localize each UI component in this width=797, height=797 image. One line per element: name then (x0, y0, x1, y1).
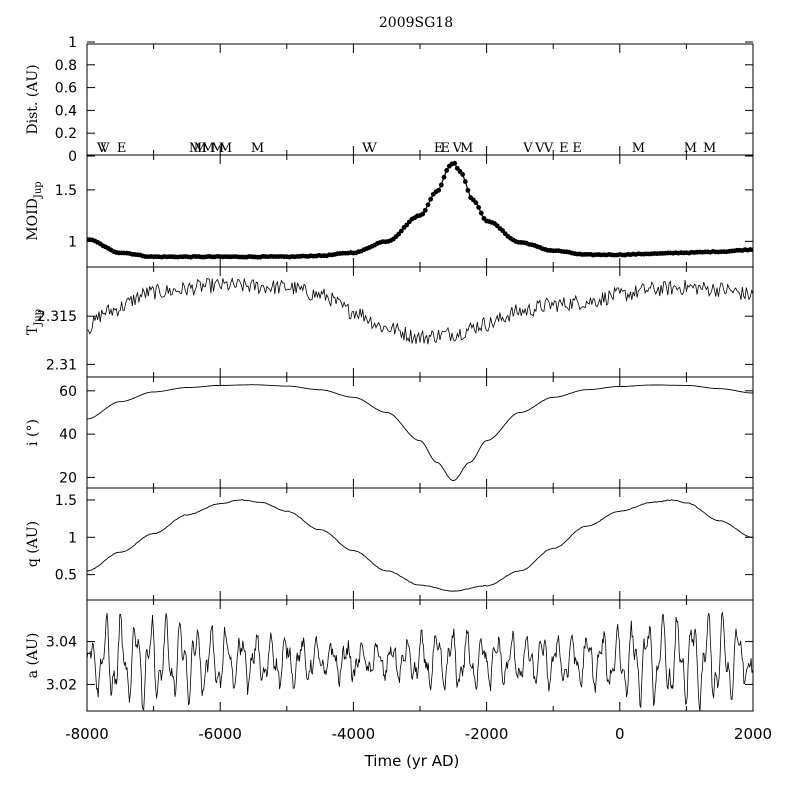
y-axis-label: i (°) (25, 419, 41, 446)
panel-a: 3.02 3.04 a (AU) (25, 599, 754, 712)
encounter-marker: M (632, 141, 645, 156)
moid-point (473, 200, 479, 206)
y-tick-label: 0.2 (55, 126, 77, 142)
y-tick-label: 2.31 (46, 357, 77, 373)
encounter-marker: M (211, 141, 224, 156)
y-tick-label: 1 (68, 530, 77, 546)
moid-point (462, 179, 468, 184)
encounter-marker: V (522, 141, 533, 156)
moid-point (454, 165, 460, 171)
encounter-marker: E (572, 141, 582, 156)
y-axis-label: Dist. (AU) (25, 64, 41, 134)
y-tick-label: 1.5 (55, 183, 77, 199)
y-axis-label: q (AU) (25, 521, 41, 567)
encounter-marker: V (99, 141, 110, 156)
x-tick-label: 2000 (734, 725, 772, 743)
panel-data (87, 160, 753, 260)
encounter-marker: V (96, 141, 107, 156)
chart-title: 2009SG18 (379, 15, 453, 31)
moid-point (420, 211, 426, 217)
encounter-marker: M (202, 141, 215, 156)
tjup-line (87, 277, 753, 345)
panel-data (87, 384, 753, 482)
moid-point (444, 168, 450, 173)
encounter-marker: E (117, 141, 127, 156)
encounter-marker: M (703, 141, 716, 156)
moid-point (436, 187, 442, 193)
y-tick-label: 3.04 (46, 635, 77, 651)
panel-data (87, 277, 753, 345)
x-axis-label: Time (yr AD) (364, 752, 460, 770)
encounter-marker: M (189, 141, 202, 156)
encounter-marker: E (559, 141, 569, 156)
encounter-marker: M (251, 141, 264, 156)
y-tick-label: 0.8 (55, 58, 77, 74)
encounter-marker: M (194, 141, 207, 156)
encounter-marker: M (219, 141, 232, 156)
moid-point (441, 174, 447, 180)
encounter-marker: V (361, 141, 372, 156)
panel-incl: 20 40 60 i (°) (25, 376, 754, 489)
y-tick-label: 0.6 (55, 81, 77, 97)
y-tick-label: 1 (68, 234, 77, 250)
y-tick-label: 1.5 (55, 493, 77, 509)
incl-line (87, 384, 753, 482)
moid-point (404, 222, 410, 228)
moid-point (396, 231, 402, 237)
x-tick-label: -4000 (332, 725, 376, 743)
moid-point (500, 228, 505, 233)
encounter-marker: E (434, 141, 444, 156)
moid-point (452, 160, 458, 166)
moid-point (428, 196, 434, 202)
x-tick-label: -6000 (198, 725, 242, 743)
x-tick-label: -8000 (65, 725, 109, 743)
y-tick-label: 40 (59, 427, 77, 443)
moid-point (422, 207, 428, 213)
q-line (87, 499, 753, 592)
y-tick-label: 60 (59, 384, 77, 400)
moid-point (460, 172, 466, 177)
encounter-marker: M (460, 141, 473, 156)
moid-point (425, 202, 431, 208)
y-tick-label: 0.4 (55, 103, 77, 119)
moid-point (478, 210, 484, 216)
moid-point (438, 182, 444, 188)
y-axis-label: a (AU) (25, 633, 41, 679)
encounter-marker: E (441, 141, 451, 156)
moid-point (476, 205, 482, 210)
encounter-marker: V (534, 141, 545, 156)
y-tick-label: 0.5 (55, 568, 77, 584)
panel-data (87, 612, 753, 711)
x-tick-label: 0 (615, 725, 625, 743)
y-tick-label: 2.315 (37, 309, 77, 325)
y-axis-label-subscript: Jup (33, 309, 44, 327)
encounter-marker: V (366, 141, 377, 156)
x-tick-label: -2000 (465, 725, 509, 743)
y-axis-label-subscript: Jup (33, 181, 44, 199)
a-line (87, 612, 753, 711)
panel-q: 0.5 1 1.5 q (AU) (25, 487, 754, 601)
moid-point (398, 228, 404, 234)
y-tick-label: 1 (68, 35, 77, 51)
encounter-marker: V (543, 141, 554, 156)
encounter-marker: V (452, 141, 463, 156)
moid-point (750, 247, 753, 253)
panel-data (87, 499, 753, 592)
encounter-marker: M (684, 141, 697, 156)
y-tick-label: 3.02 (46, 677, 77, 693)
y-tick-label: 0 (68, 149, 77, 165)
moid-point (465, 187, 471, 193)
y-tick-label: 20 (59, 470, 77, 486)
